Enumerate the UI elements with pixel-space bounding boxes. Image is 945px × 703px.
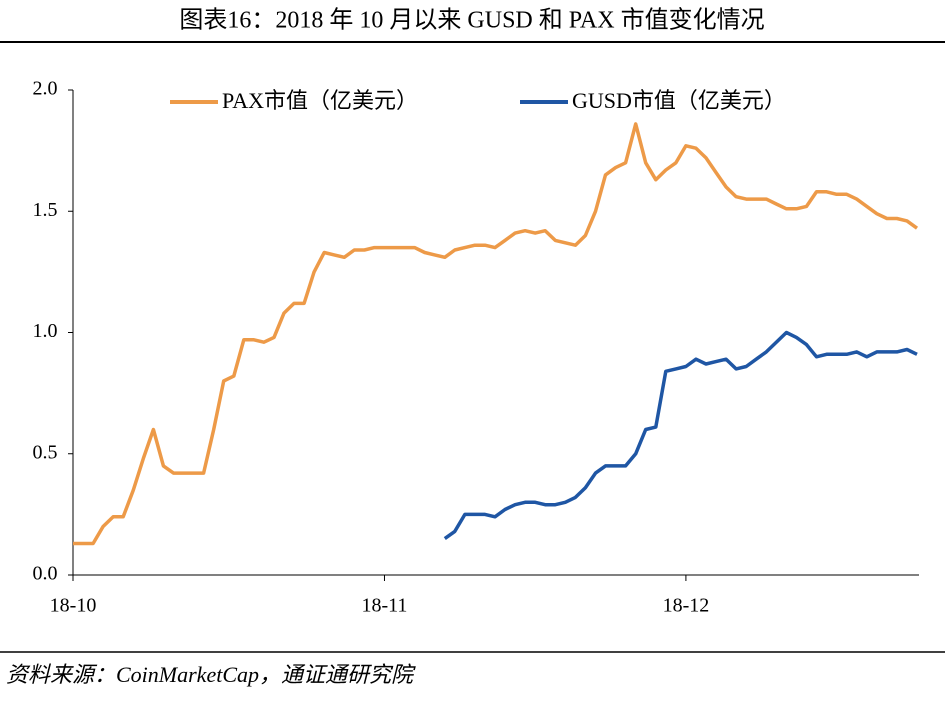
x-tick-label: 18-12: [663, 595, 710, 617]
source: 资料来源：CoinMarketCap，通证通研究院: [6, 662, 416, 687]
series-line: [443, 330, 918, 541]
x-tick-label: 18-11: [362, 595, 408, 617]
x-tick-label: 18-10: [50, 595, 97, 617]
legend-label: GUSD市值（亿美元）: [572, 88, 786, 113]
y-tick-label: 2.0: [33, 78, 58, 100]
y-tick-label: 1.0: [33, 320, 58, 342]
y-tick-label: 0.5: [33, 441, 58, 463]
y-tick-label: 0.0: [33, 563, 58, 585]
legend-label: PAX市值（亿美元）: [222, 88, 418, 113]
chart-title: 图表16：2018 年 10 月以来 GUSD 和 PAX 市值变化情况: [179, 7, 764, 34]
series-line: [73, 122, 919, 546]
y-tick-label: 1.5: [33, 199, 58, 221]
